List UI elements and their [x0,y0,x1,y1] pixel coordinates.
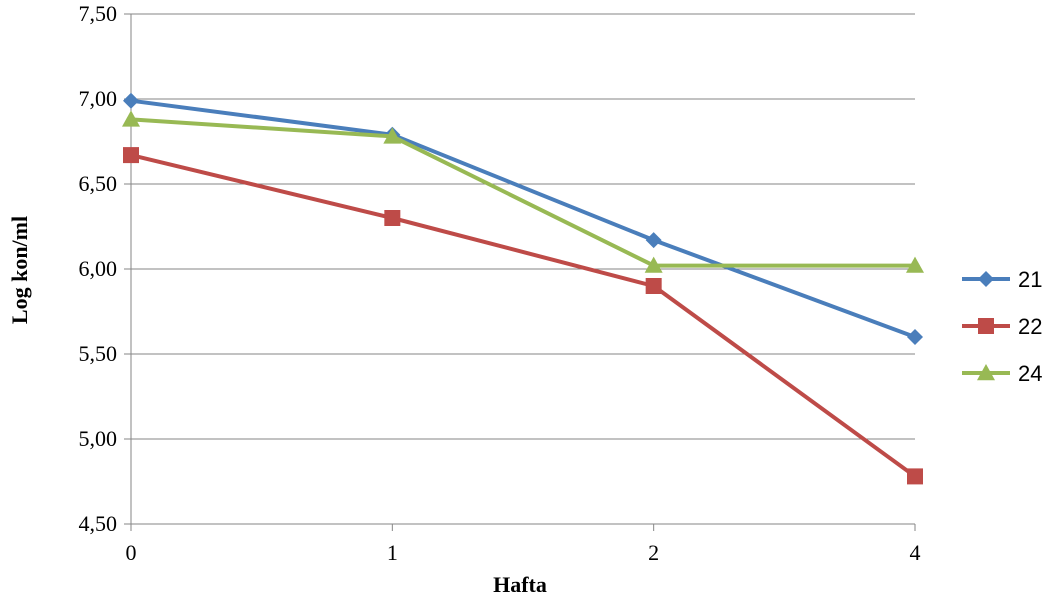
data-point [644,256,663,273]
data-point [123,92,139,109]
x-tick-label: 1 [387,540,398,565]
data-point [907,468,923,485]
x-tick-label: 4 [910,540,921,565]
axes [124,13,916,531]
data-point [645,232,662,249]
x-tick-label: 2 [648,540,659,565]
data-point [123,147,139,164]
data-point [906,256,924,273]
y-tick-labels: 4,50 5,00 5,50 6,00 6,50 7,00 7,50 [79,1,118,536]
series-line [130,153,917,479]
series-line [130,98,916,339]
y-tick-label: 5,50 [79,341,118,366]
legend-item-22: 22 [962,314,1042,339]
legend-label: 24 [1018,361,1042,386]
data-point [384,210,401,226]
y-tick-label: 7,00 [79,86,118,111]
y-tick-label: 6,50 [79,171,118,196]
legend-marker [977,364,995,381]
series-21 [123,92,923,345]
data-point [907,329,923,345]
y-axis-title: Log kon/ml [7,216,32,324]
gridlines [131,13,915,440]
data-point [383,127,402,144]
series-22 [123,147,923,485]
series-24 [122,110,924,273]
y-tick-label: 4,50 [79,511,118,536]
legend-marker [978,318,994,334]
legend-item-24: 24 [962,361,1042,386]
x-axis-title: Hafta [493,572,547,597]
data-point [645,278,662,294]
series-group [122,92,924,485]
y-tick-label: 7,50 [79,1,118,26]
legend-marker [978,271,994,287]
legend-label: 22 [1018,314,1042,339]
data-point [122,110,140,127]
legend-label: 21 [1018,267,1042,292]
y-tick-label: 6,00 [79,256,118,281]
legend: 21 22 24 [962,267,1042,386]
x-tick-labels: 0 1 2 4 [126,540,921,565]
y-tick-label: 5,00 [79,426,118,451]
series-line [130,117,915,268]
x-tick-label: 0 [126,540,137,565]
legend-item-21: 21 [962,267,1042,292]
